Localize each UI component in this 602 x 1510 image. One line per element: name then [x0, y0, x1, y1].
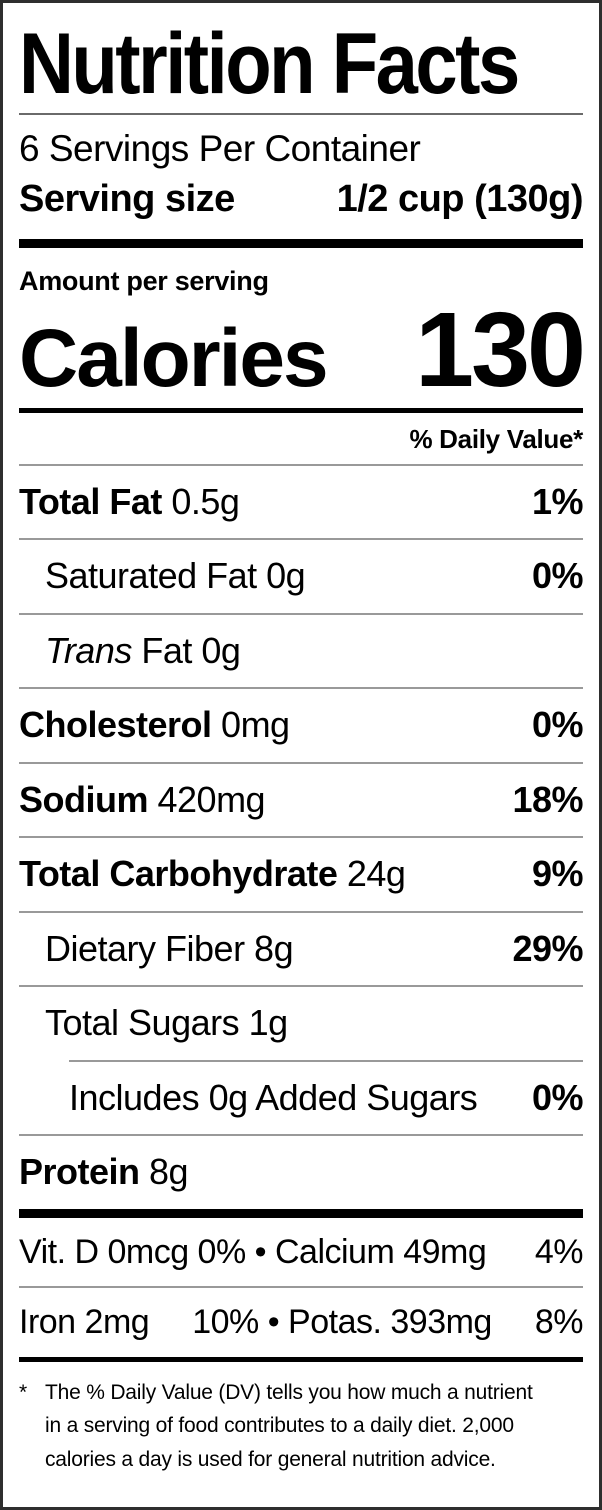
nutrient-row: Total Carbohydrate 24g 9%	[19, 836, 584, 910]
nutrient-row: Total Sugars 1g	[19, 985, 583, 1059]
micronutrient-segment: 10% • Potas. 393mg	[192, 1303, 492, 1342]
nutrient-name-part: Saturated Fat 0g	[45, 555, 306, 597]
nutrient-name-part: Protein	[19, 1151, 140, 1193]
micronutrient-segment: Vit. D 0mcg 0% • Calcium 49mg	[19, 1232, 487, 1271]
serving-size-label: Serving size	[19, 178, 235, 221]
nutrient-name-part: 0.5g	[161, 480, 240, 522]
nutrient-name: Total Sugars 1g	[45, 1002, 288, 1044]
nutrient-name-part: 24g	[337, 853, 406, 895]
footnote-line: The % Daily Value (DV) tells you how muc…	[45, 1381, 533, 1405]
footnote-line: in a serving of food contributes to a da…	[45, 1414, 514, 1438]
nutrient-name: Includes 0g Added Sugars	[69, 1076, 478, 1119]
footnote-asterisk: *	[19, 1381, 27, 1405]
nutrient-name-part: Total Carbohydrate	[19, 853, 338, 895]
daily-value-percent: 9%	[531, 853, 584, 895]
nutrient-name: Total Carbohydrate 24g	[19, 853, 406, 895]
micronutrient-segment: Iron 2mg	[19, 1303, 150, 1342]
micronutrient-row: Vit. D 0mcg 0% • Calcium 49mg 4%	[19, 1218, 584, 1287]
micronutrient-percent: 4%	[534, 1232, 584, 1271]
daily-value-percent: 1%	[531, 480, 584, 522]
calories-value: 130	[415, 290, 586, 409]
footnote-text: The % Daily Value (DV) tells you how muc…	[45, 1376, 533, 1476]
nutrient-row: Total Fat 0.5g 1%	[19, 463, 584, 538]
nutrient-name: Total Fat 0.5g	[19, 480, 240, 523]
nutrient-row: Cholesterol 0mg 0%	[19, 687, 584, 761]
nutrient-row: Includes 0g Added Sugars 0%	[69, 1059, 584, 1134]
nutrient-row: Protein 8g	[19, 1134, 583, 1208]
nutrient-name-part: Total Fat	[19, 480, 162, 522]
section-bar-thick-micronutrients	[19, 1208, 583, 1218]
servings-per-container: 6 Servings Per Container	[19, 128, 421, 169]
nutrient-name-part: Includes 0g Added Sugars	[69, 1076, 478, 1118]
title-divider	[19, 113, 583, 115]
amount-per-serving-label: Amount per serving	[19, 265, 269, 296]
micronutrient-percent: 8%	[534, 1303, 584, 1342]
nutrient-name-part: 8g	[139, 1151, 189, 1193]
daily-value-header: % Daily Value*	[409, 423, 583, 454]
footnote-line: calories a day is used for general nutri…	[45, 1447, 496, 1471]
serving-size-row: Serving size 1/2 cup (130g)	[19, 177, 584, 223]
daily-value-percent: 29%	[512, 927, 583, 969]
nutrient-name-part: Total Sugars 1g	[45, 1002, 288, 1044]
nutrient-row: Sodium 420mg 18%	[19, 761, 583, 836]
nutrient-name-part: Sodium	[19, 778, 149, 820]
section-bar-medium-calories	[19, 407, 583, 413]
nutrient-name-part: 420mg	[148, 778, 266, 820]
micronutrient-row: Iron 2mg 10% • Potas. 393mg 8%	[19, 1286, 584, 1357]
section-bar-thick-top	[19, 238, 583, 248]
micronutrient-rows: Vit. D 0mcg 0% • Calcium 49mg 4% Iron 2mg 1…	[19, 1218, 584, 1358]
nutrient-name: Sodium 420mg	[19, 778, 266, 821]
nutrient-name-part: Dietary Fiber 8g	[45, 927, 294, 969]
nutrient-name-part: Cholesterol	[19, 704, 212, 746]
nutrient-row: Dietary Fiber 8g 29%	[19, 910, 583, 985]
daily-value-percent: 0%	[531, 704, 584, 746]
daily-value-percent: 0%	[531, 1076, 584, 1118]
label-title: Nutrition Facts	[19, 15, 520, 113]
nutrient-rows: Total Fat 0.5g 1% Saturated Fat 0g 0% Trans …	[19, 463, 584, 1209]
nutrient-row: Saturated Fat 0g 0%	[19, 538, 584, 612]
nutrient-name: Trans Fat 0g	[45, 629, 241, 672]
nutrient-name: Cholesterol 0mg	[19, 704, 290, 746]
nutrient-name: Protein 8g	[19, 1151, 189, 1193]
nutrient-name: Saturated Fat 0g	[45, 555, 306, 597]
footnote: * The % Daily Value (DV) tells you how m…	[19, 1362, 583, 1476]
nutrient-name-part: 0mg	[211, 704, 290, 746]
calories-row: Calories 130	[19, 290, 586, 409]
nutrient-row: Trans Fat 0g	[19, 612, 583, 687]
calories-label: Calories	[19, 312, 329, 404]
daily-value-percent: 18%	[512, 778, 583, 820]
section-bar-medium-footnote	[19, 1357, 583, 1363]
nutrient-name-part: Trans	[45, 629, 132, 671]
nutrient-name: Dietary Fiber 8g	[45, 927, 294, 970]
daily-value-percent: 0%	[531, 555, 584, 597]
nutrient-name-part: Fat 0g	[131, 629, 241, 671]
serving-size-value: 1/2 cup (130g)	[336, 178, 584, 221]
